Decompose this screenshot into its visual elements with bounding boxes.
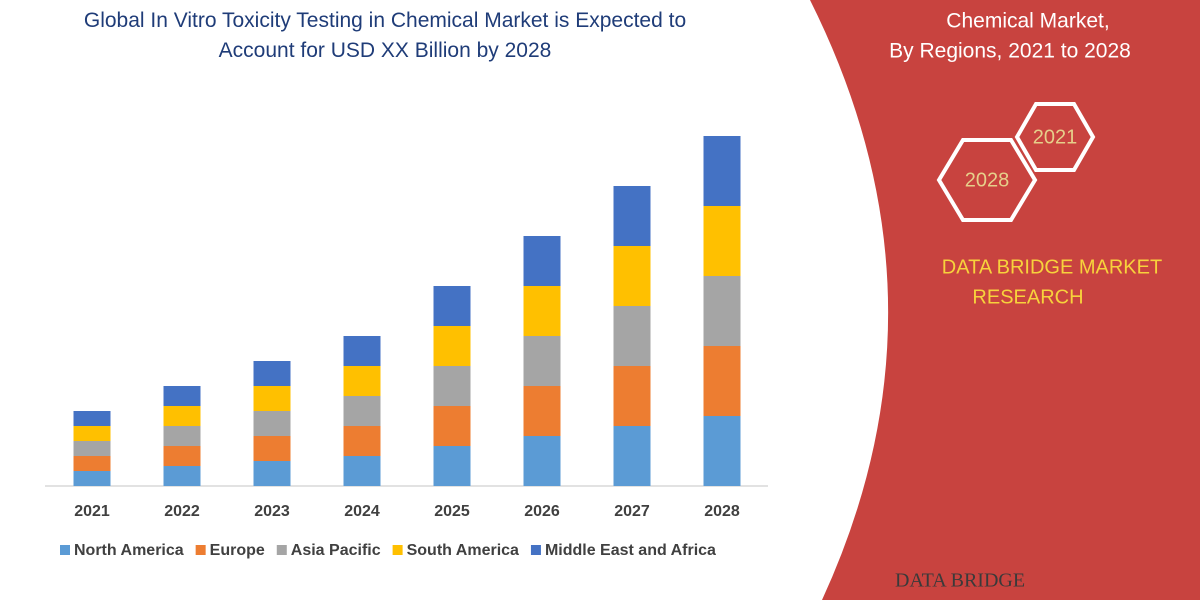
- x-tick-label: 2021: [74, 503, 110, 520]
- panel-subtitle: By Regions, 2021 to 2028: [889, 40, 1131, 63]
- bar-segment: [253, 411, 291, 436]
- bar-segment: [613, 426, 651, 486]
- hexagon: [936, 138, 1038, 222]
- bar-segment: [703, 206, 741, 276]
- legend-label: North America: [74, 542, 184, 559]
- bar-segment: [433, 286, 471, 326]
- x-tick-label: 2025: [434, 503, 470, 520]
- bar-segment: [73, 411, 111, 426]
- hex-label: 2021: [1033, 126, 1078, 148]
- bar-segment: [523, 436, 561, 486]
- bar-segment: [433, 326, 471, 366]
- bar-segment: [523, 236, 561, 286]
- brand-text: RESEARCH: [972, 286, 1083, 308]
- legend-label: Middle East and Africa: [545, 542, 716, 559]
- bar-segment: [523, 336, 561, 386]
- legend-label: South America: [407, 542, 519, 559]
- bar-segment: [703, 346, 741, 416]
- legend-swatch: [276, 545, 287, 555]
- x-tick-label: 2027: [614, 503, 650, 520]
- bar-segment: [163, 386, 201, 406]
- legend-label: Europe: [210, 542, 265, 559]
- x-tick-label: 2026: [524, 503, 560, 520]
- bar-segment: [253, 436, 291, 461]
- bar-segment: [613, 306, 651, 366]
- panel-subtitle: Chemical Market,: [946, 10, 1109, 33]
- bar-segment: [523, 286, 561, 336]
- bar-segment: [73, 471, 111, 486]
- bar-segment: [253, 461, 291, 486]
- chart-title: Global In Vitro Toxicity Testing in Chem…: [83, 9, 687, 62]
- bar-segment: [343, 426, 381, 456]
- bar-segment: [343, 336, 381, 366]
- brand-text: DATA BRIDGE MARKET: [942, 256, 1162, 278]
- bar-segment: [433, 446, 471, 486]
- legend-label: Asia Pacific: [291, 542, 381, 559]
- bar-segment: [703, 136, 741, 206]
- bar-segment: [703, 416, 741, 486]
- bar-segment: [163, 446, 201, 466]
- bar-segment: [523, 386, 561, 436]
- bar-segment: [433, 406, 471, 446]
- bar-segment: [163, 406, 201, 426]
- bar-segment: [73, 426, 111, 441]
- bar-segment: [73, 441, 111, 456]
- logo-text: DATA BRIDGE: [895, 570, 1025, 592]
- hexagon: [1014, 102, 1096, 172]
- x-tick-label: 2028: [704, 503, 740, 520]
- bar-segment: [343, 366, 381, 396]
- bar-segment: [613, 366, 651, 426]
- legend-swatch: [195, 545, 206, 555]
- bar-segment: [253, 361, 291, 386]
- bar-segment: [343, 396, 381, 426]
- legend-swatch: [60, 545, 70, 555]
- legend-swatch: [392, 545, 403, 555]
- legend-swatch: [530, 545, 541, 555]
- bar-segment: [703, 276, 741, 346]
- x-tick-label: 2024: [344, 503, 380, 520]
- side-panel: [810, 0, 1200, 600]
- x-tick-label: 2023: [254, 503, 290, 520]
- bar-segment: [433, 366, 471, 406]
- x-tick-label: 2022: [164, 503, 200, 520]
- bar-segment: [253, 386, 291, 411]
- bar-segment: [343, 456, 381, 486]
- bar-segment: [73, 456, 111, 471]
- hex-label: 2028: [965, 169, 1010, 191]
- bar-segment: [163, 426, 201, 446]
- bar-segment: [613, 186, 651, 246]
- bar-segment: [163, 466, 201, 486]
- bar-segment: [613, 246, 651, 306]
